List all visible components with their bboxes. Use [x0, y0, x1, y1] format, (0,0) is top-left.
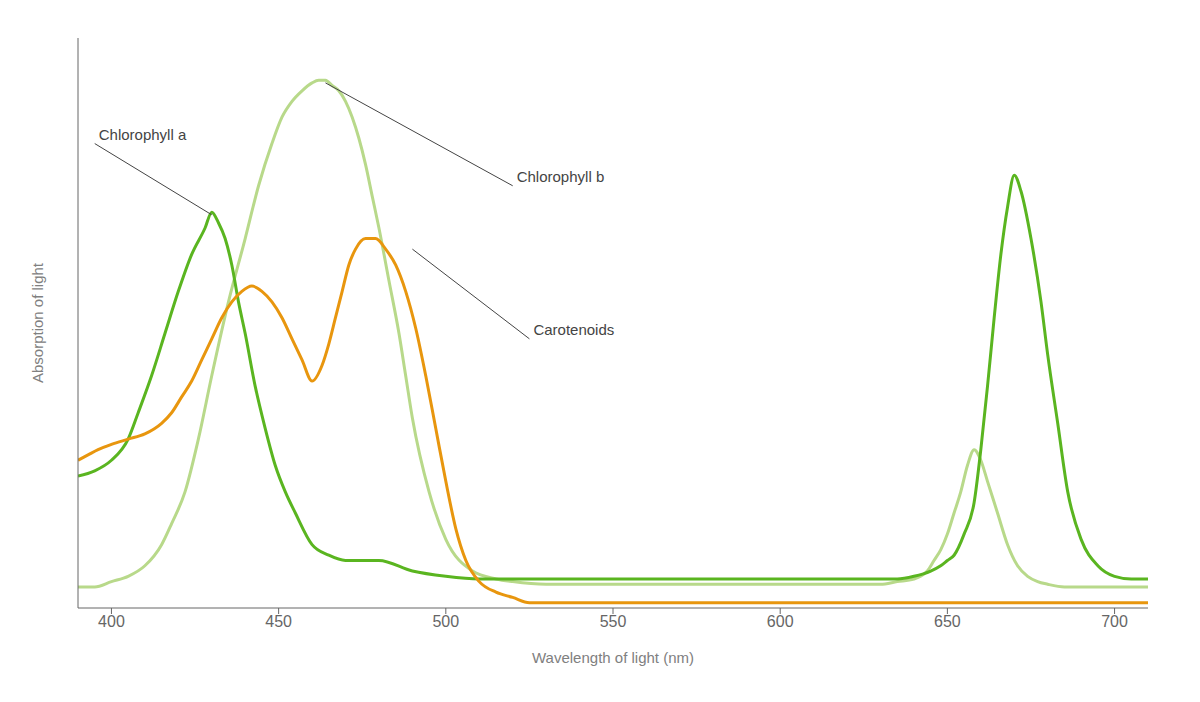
svg-text:500: 500	[432, 613, 459, 630]
svg-text:Chlorophyll b: Chlorophyll b	[517, 168, 605, 185]
svg-text:Chlorophyll a: Chlorophyll a	[99, 126, 187, 143]
svg-text:Wavelength of light (nm): Wavelength of light (nm)	[532, 649, 694, 666]
svg-text:Absorption of light: Absorption of light	[29, 262, 46, 383]
svg-text:550: 550	[600, 613, 627, 630]
svg-text:400: 400	[98, 613, 125, 630]
svg-text:Carotenoids: Carotenoids	[533, 321, 614, 338]
svg-text:650: 650	[934, 613, 961, 630]
svg-text:450: 450	[265, 613, 292, 630]
svg-text:600: 600	[767, 613, 794, 630]
svg-text:700: 700	[1101, 613, 1128, 630]
